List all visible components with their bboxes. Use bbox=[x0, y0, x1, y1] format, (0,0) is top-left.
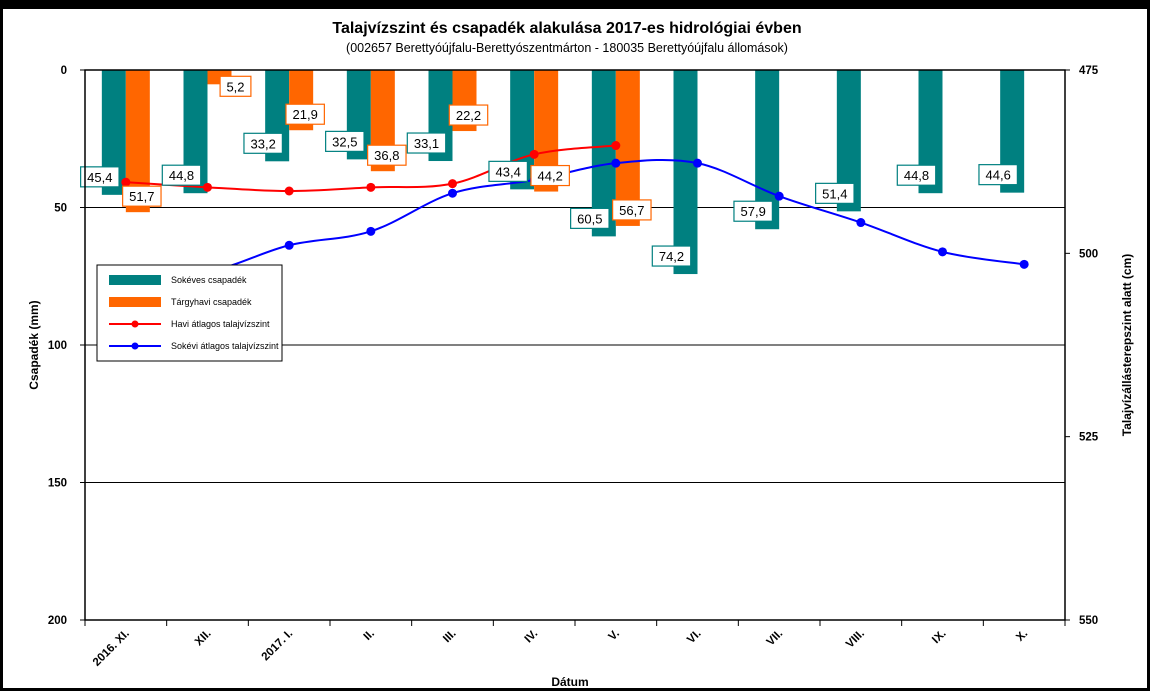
point-sokevi bbox=[693, 158, 702, 168]
label-sokeves: 57,9 bbox=[741, 204, 766, 219]
right-tick-label: 475 bbox=[1079, 65, 1099, 77]
label-targyhavi: 51,7 bbox=[129, 189, 154, 204]
point-sokevi bbox=[938, 247, 947, 257]
label-sokeves-box bbox=[325, 130, 365, 152]
label-sokeves-box bbox=[815, 182, 855, 204]
x-tick-label: IX. bbox=[930, 628, 948, 646]
label-sokeves-box bbox=[161, 164, 202, 186]
label-sokeves: 60,5 bbox=[577, 211, 602, 226]
label-sokeves: 33,1 bbox=[414, 136, 439, 151]
label-sokeves: 44,8 bbox=[904, 168, 929, 183]
left-tick-label: 200 bbox=[48, 615, 67, 627]
legend: Sokéves csapadék Tárgyhavi csapadék Havi á… bbox=[96, 264, 283, 362]
y-axis-label-left: Csapadék (mm) bbox=[27, 300, 41, 389]
label-targyhavi-box bbox=[122, 185, 162, 207]
point-sokevi bbox=[448, 188, 457, 198]
label-sokeves: 32,5 bbox=[332, 134, 357, 149]
x-axis-label: Dátum bbox=[551, 675, 588, 689]
point-havi bbox=[203, 182, 212, 192]
label-targyhavi-box bbox=[448, 104, 489, 126]
x-tick-label: 2017. I. bbox=[260, 628, 296, 664]
label-sokeves-box bbox=[488, 160, 528, 182]
data-labels: 45,4 44,8 33,2 32,5 33,1 43,4 60,5 74,2 57,9 51,4… bbox=[80, 75, 1018, 267]
point-havi bbox=[121, 177, 131, 187]
x-tick-label: IV. bbox=[523, 628, 541, 646]
legend-marker bbox=[131, 320, 139, 328]
legend-marker bbox=[131, 342, 139, 350]
x-tick-label: VIII. bbox=[844, 628, 867, 651]
chart-title: Talajvízszint és csapadék alakulása 2017… bbox=[332, 20, 801, 37]
bar-sokeves bbox=[673, 70, 698, 275]
x-tick-label: X. bbox=[1014, 628, 1030, 644]
label-targyhavi-box bbox=[612, 199, 652, 221]
point-sokevi bbox=[774, 191, 784, 201]
right-tick-label: 525 bbox=[1079, 432, 1099, 444]
line-sokevi bbox=[125, 158, 1025, 275]
legend-swatch bbox=[109, 297, 161, 307]
left-tick-label: 100 bbox=[48, 340, 67, 352]
top-border bbox=[0, 0, 1150, 9]
x-tick-label: VI. bbox=[685, 628, 703, 646]
label-targyhavi: 36,8 bbox=[374, 148, 399, 163]
label-targyhavi: 5,2 bbox=[226, 79, 244, 94]
legend-label: Tárgyhavi csapadék bbox=[171, 297, 252, 307]
left-tick-label: 150 bbox=[48, 478, 67, 490]
x-tick-label: XII. bbox=[193, 628, 214, 649]
x-tick-label: 2016. XI. bbox=[91, 628, 132, 669]
point-havi bbox=[448, 179, 457, 189]
legend-swatch bbox=[109, 275, 161, 285]
label-targyhavi: 56,7 bbox=[619, 203, 644, 218]
label-sokeves: 74,2 bbox=[659, 249, 684, 264]
label-sokeves-box bbox=[651, 245, 692, 267]
point-havi bbox=[611, 141, 621, 151]
label-sokeves: 51,4 bbox=[822, 186, 847, 201]
label-sokeves: 44,8 bbox=[169, 168, 194, 183]
point-sokevi bbox=[611, 158, 621, 168]
left-tick-label: 0 bbox=[61, 65, 67, 77]
point-sokevi bbox=[856, 218, 866, 228]
label-targyhavi: 44,2 bbox=[538, 169, 563, 184]
legend-label: Sokévi átlagos talajvízszint bbox=[171, 341, 279, 351]
label-targyhavi-box bbox=[285, 103, 325, 125]
x-tick-label: V. bbox=[607, 628, 622, 643]
right-tick-label: 500 bbox=[1079, 248, 1098, 260]
label-sokeves-box bbox=[896, 164, 937, 186]
label-sokeves-box bbox=[80, 166, 120, 188]
x-tick-label: VII. bbox=[765, 628, 786, 649]
legend-label: Sokéves csapadék bbox=[171, 275, 247, 285]
label-sokeves-box bbox=[570, 207, 610, 229]
label-sokeves-box bbox=[243, 132, 283, 154]
point-havi bbox=[529, 149, 539, 159]
label-targyhavi-box bbox=[530, 164, 570, 187]
point-sokevi bbox=[284, 240, 294, 250]
label-sokeves: 44,6 bbox=[986, 168, 1011, 183]
label-targyhavi: 21,9 bbox=[293, 107, 318, 122]
point-havi bbox=[366, 182, 376, 192]
label-sokeves: 33,2 bbox=[251, 136, 276, 151]
x-tick-label: II. bbox=[362, 628, 377, 643]
point-havi bbox=[284, 186, 294, 196]
label-targyhavi-box bbox=[367, 144, 407, 166]
x-tick-label: III. bbox=[441, 628, 459, 646]
label-sokeves-box bbox=[978, 164, 1018, 186]
left-tick-label: 50 bbox=[54, 203, 67, 215]
label-sokeves: 43,4 bbox=[496, 164, 521, 179]
point-sokevi bbox=[1019, 259, 1029, 269]
label-sokeves-box bbox=[733, 200, 773, 222]
label-targyhavi-box bbox=[219, 75, 252, 97]
label-targyhavi: 22,2 bbox=[456, 108, 481, 123]
label-sokeves: 45,4 bbox=[87, 170, 112, 185]
right-tick-label: 550 bbox=[1079, 615, 1098, 627]
y-axis-label-right: Talajvízállásterepszint alatt (cm) bbox=[1120, 254, 1134, 437]
label-sokeves-box bbox=[406, 132, 447, 154]
point-sokevi bbox=[366, 226, 376, 236]
chart-subtitle: (002657 Berettyóújfalu-Berettyószentmárt… bbox=[346, 41, 788, 55]
legend-label: Havi átlagos talajvízszint bbox=[171, 319, 270, 329]
